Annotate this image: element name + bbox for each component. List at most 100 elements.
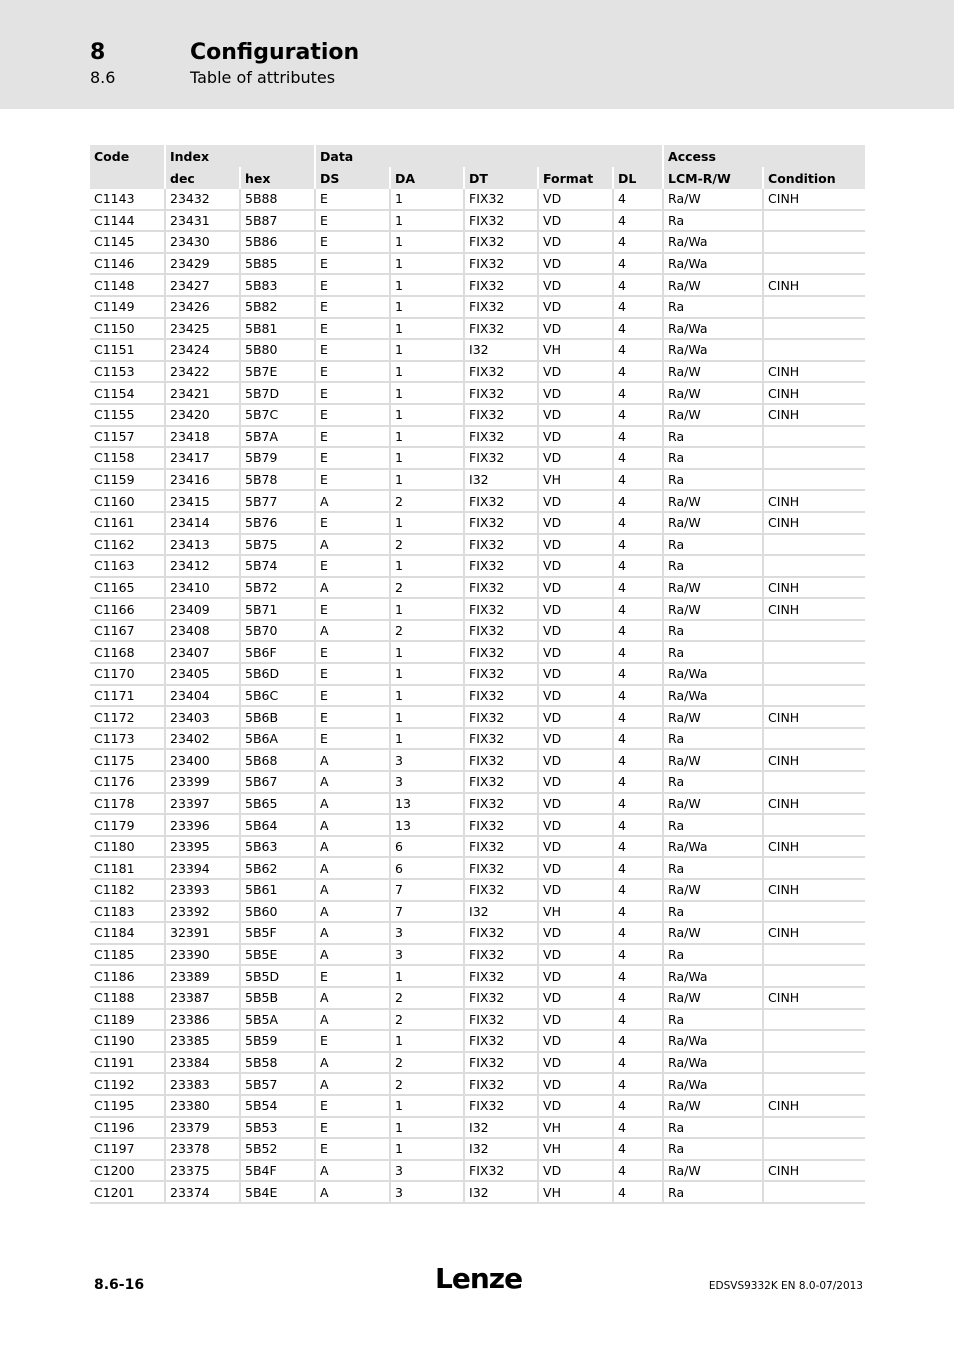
cell-dec: 23427 xyxy=(164,274,240,297)
cell-dl: 4 xyxy=(612,641,664,665)
cell-format: VD xyxy=(537,1073,614,1096)
cell-format: VD xyxy=(537,1008,614,1032)
table-row: C1150 23425 5B81 E 1 FIX32 VD 4 Ra/Wa xyxy=(90,317,866,341)
cell-format: VD xyxy=(537,425,614,449)
page-number: 8.6-16 xyxy=(94,1277,145,1293)
cell-format: VD xyxy=(537,792,614,816)
cell-ds: A xyxy=(314,857,391,880)
cell-dec: 23392 xyxy=(164,900,240,924)
cell-ds: E xyxy=(314,295,391,319)
cell-dec: 32391 xyxy=(164,922,240,945)
cell-code: C1149 xyxy=(90,295,165,319)
table-row: C1143 23432 5B88 E 1 FIX32 VD 4 Ra/W CINH xyxy=(90,189,866,211)
cell-condition xyxy=(762,339,866,362)
cell-format: VD xyxy=(537,641,614,665)
cell-lcm-rw: Ra/W xyxy=(662,1094,764,1118)
cell-dl: 4 xyxy=(612,403,664,427)
cell-dl: 4 xyxy=(612,468,664,492)
cell-condition xyxy=(762,1030,866,1053)
cell-code: C1161 xyxy=(90,511,165,535)
cell-dec: 23405 xyxy=(164,663,240,686)
cell-dec: 23383 xyxy=(164,1073,240,1096)
cell-format: VD xyxy=(537,943,614,967)
cell-da: 1 xyxy=(389,1030,465,1053)
cell-hex: 5B60 xyxy=(238,900,316,924)
cell-da: 1 xyxy=(389,295,465,319)
cell-hex: 5B6A xyxy=(238,727,316,751)
cell-lcm-rw: Ra/Wa xyxy=(662,1030,764,1053)
cell-da: 2 xyxy=(389,986,465,1010)
cell-dt: FIX32 xyxy=(463,965,539,988)
cell-dt: FIX32 xyxy=(463,447,539,470)
cell-ds: E xyxy=(314,382,391,405)
cell-condition: CINH xyxy=(762,879,866,902)
cell-dt: FIX32 xyxy=(463,663,539,686)
cell-lcm-rw: Ra/W xyxy=(662,749,764,773)
cell-hex: 5B83 xyxy=(238,274,316,297)
cell-ds: E xyxy=(314,1094,391,1118)
table-row: C1158 23417 5B79 E 1 FIX32 VD 4 Ra xyxy=(90,447,866,470)
cell-format: VD xyxy=(537,727,614,751)
cell-format: VD xyxy=(537,295,614,319)
table-row: C1170 23405 5B6D E 1 FIX32 VD 4 Ra/Wa xyxy=(90,663,866,686)
cell-ds: E xyxy=(314,252,391,276)
cell-dec: 23407 xyxy=(164,641,240,665)
cell-da: 1 xyxy=(389,274,465,297)
header-dl: DL xyxy=(612,167,664,189)
cell-da: 1 xyxy=(389,641,465,665)
cell-dt: FIX32 xyxy=(463,986,539,1010)
cell-format: VD xyxy=(537,706,614,729)
cell-dt: FIX32 xyxy=(463,857,539,880)
cell-da: 1 xyxy=(389,252,465,276)
cell-dec: 23402 xyxy=(164,727,240,751)
cell-lcm-rw: Ra xyxy=(662,727,764,751)
cell-dec: 23404 xyxy=(164,684,240,708)
cell-ds: A xyxy=(314,1159,391,1183)
table-row: C1184 32391 5B5F A 3 FIX32 VD 4 Ra/W CINH xyxy=(90,922,866,945)
cell-dt: I32 xyxy=(463,339,539,362)
cell-format: VD xyxy=(537,835,614,859)
cell-da: 1 xyxy=(389,511,465,535)
table-row: C1173 23402 5B6A E 1 FIX32 VD 4 Ra xyxy=(90,727,866,751)
cell-da: 1 xyxy=(389,189,465,211)
cell-dl: 4 xyxy=(612,771,664,794)
cell-format: VD xyxy=(537,986,614,1010)
cell-da: 1 xyxy=(389,663,465,686)
cell-condition xyxy=(762,857,866,880)
cell-dl: 4 xyxy=(612,295,664,319)
cell-code: C1165 xyxy=(90,576,165,600)
cell-da: 2 xyxy=(389,533,465,557)
cell-condition: CINH xyxy=(762,1094,866,1118)
cell-dl: 4 xyxy=(612,814,664,837)
cell-hex: 5B79 xyxy=(238,447,316,470)
cell-hex: 5B82 xyxy=(238,295,316,319)
cell-hex: 5B81 xyxy=(238,317,316,341)
cell-lcm-rw: Ra xyxy=(662,1181,764,1204)
cell-hex: 5B57 xyxy=(238,1073,316,1096)
table-row: C1201 23374 5B4E A 3 I32 VH 4 Ra xyxy=(90,1181,866,1204)
cell-ds: E xyxy=(314,403,391,427)
cell-condition xyxy=(762,555,866,578)
cell-dl: 4 xyxy=(612,749,664,773)
cell-code: C1178 xyxy=(90,792,165,816)
cell-ds: A xyxy=(314,490,391,513)
cell-condition: CINH xyxy=(762,792,866,816)
header-ds: DS xyxy=(314,167,391,189)
cell-ds: E xyxy=(314,1116,391,1140)
cell-code: C1162 xyxy=(90,533,165,557)
cell-dt: FIX32 xyxy=(463,1159,539,1183)
cell-dec: 23380 xyxy=(164,1094,240,1118)
cell-hex: 5B86 xyxy=(238,231,316,254)
cell-da: 1 xyxy=(389,360,465,384)
table-row: C1159 23416 5B78 E 1 I32 VH 4 Ra xyxy=(90,468,866,492)
cell-da: 2 xyxy=(389,490,465,513)
cell-lcm-rw: Ra/Wa xyxy=(662,965,764,988)
section-number: 8.6 xyxy=(90,68,116,87)
cell-dl: 4 xyxy=(612,1051,664,1075)
cell-code: C1151 xyxy=(90,339,165,362)
cell-format: VH xyxy=(537,1138,614,1161)
table-row: C1146 23429 5B85 E 1 FIX32 VD 4 Ra/Wa xyxy=(90,252,866,276)
cell-dt: I32 xyxy=(463,468,539,492)
cell-dec: 23425 xyxy=(164,317,240,341)
cell-dt: FIX32 xyxy=(463,511,539,535)
